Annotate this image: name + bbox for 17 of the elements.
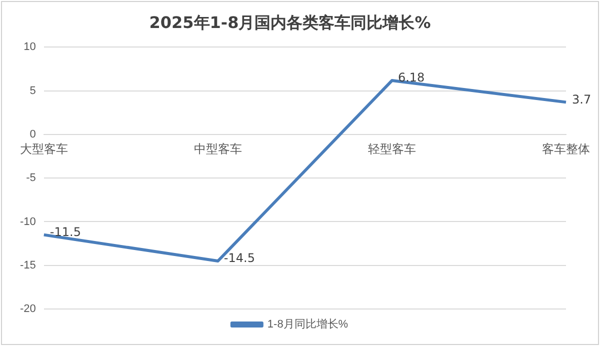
y-tick-label: 0 [30,128,36,140]
y-tick-label: -5 [26,172,36,184]
y-tick-label: 10 [24,41,36,54]
data-label: 3.7 [572,92,592,106]
y-tick-label: -10 [20,216,36,228]
data-label: 6.18 [398,70,425,85]
x-tick-label: 中型客车 [194,142,242,156]
data-label: -14.5 [224,251,255,266]
y-tick-label: 5 [30,84,36,97]
data-label: -11.5 [50,224,81,239]
x-tick-label: 客车整体 [542,142,590,156]
chart-title: 2025年1-8月国内各类客车同比增长% [149,12,431,32]
y-tick-label: -15 [20,259,36,272]
y-tick-label: -20 [20,303,36,316]
legend-label: 1-8月同比增长% [267,318,348,331]
x-tick-label: 轻型客车 [368,142,416,156]
x-tick-label: 大型客车 [20,142,68,156]
